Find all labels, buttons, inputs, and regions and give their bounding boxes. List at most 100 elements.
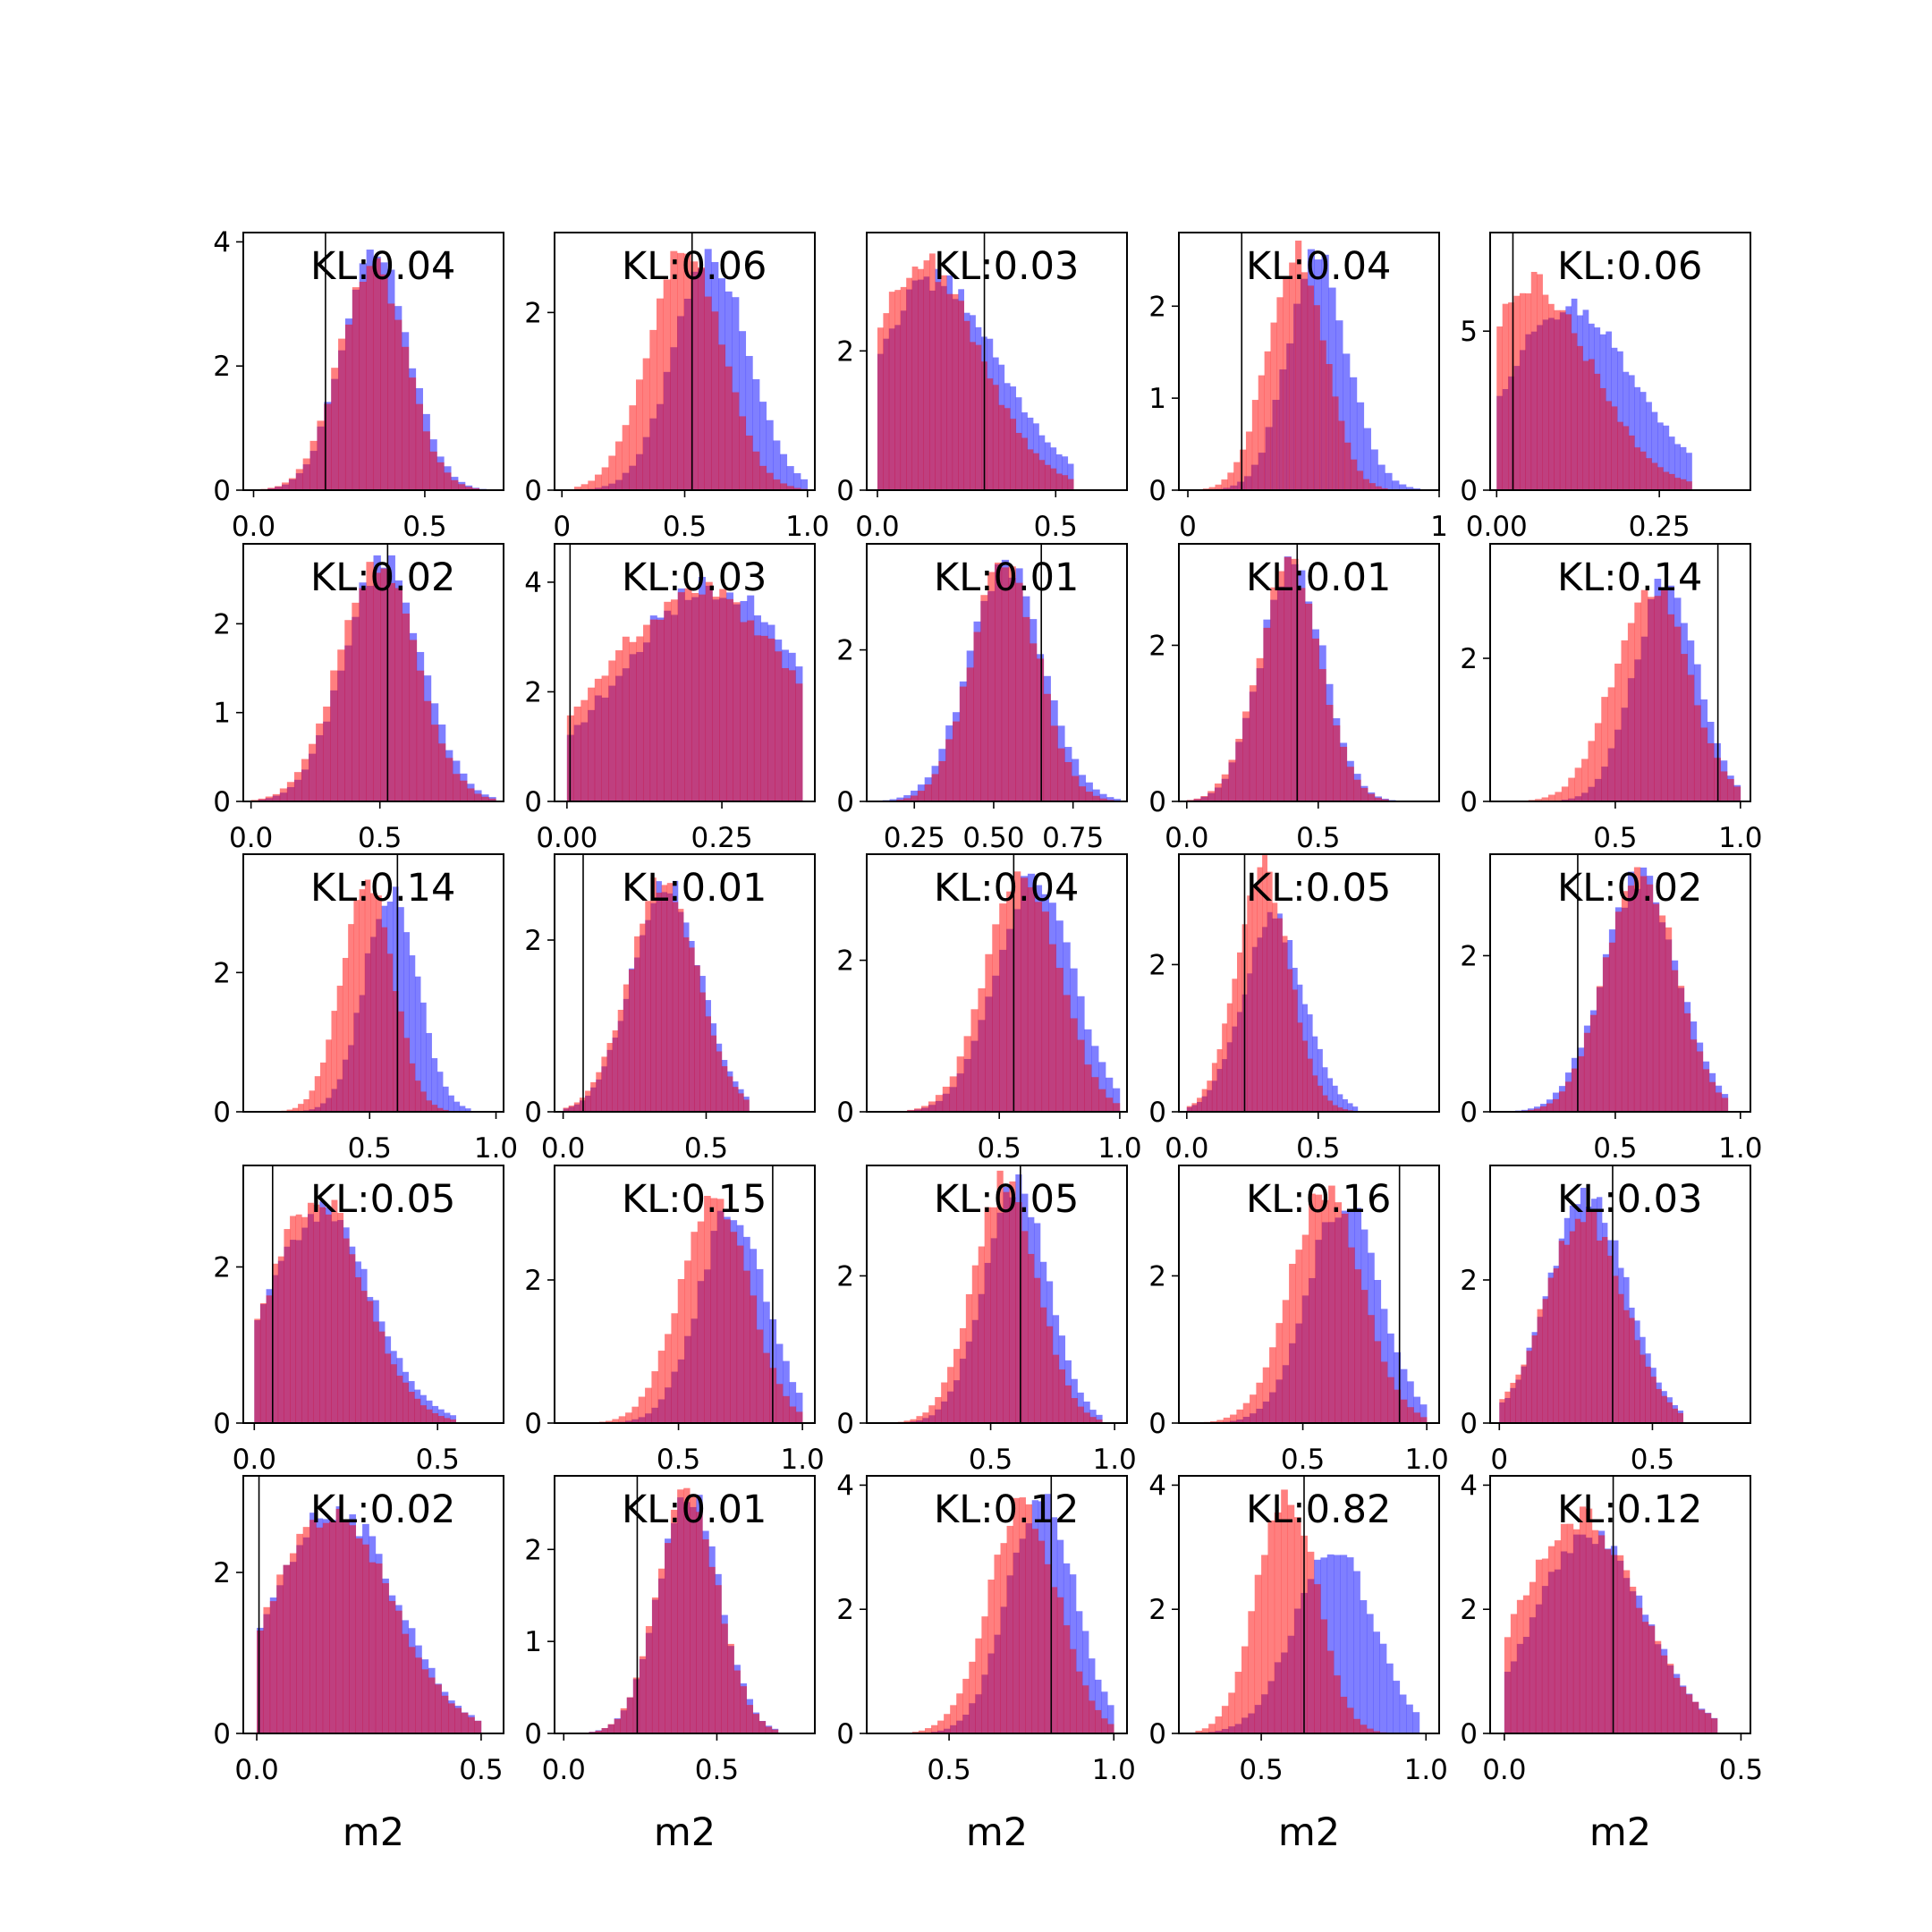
red-histogram-bar: [1530, 271, 1538, 490]
red-histogram-bar: [963, 320, 970, 490]
y-tick-label: 2: [1148, 291, 1166, 323]
red-histogram-bar: [1013, 871, 1021, 1112]
red-histogram-bar: [758, 1721, 767, 1733]
red-histogram-bar: [978, 987, 986, 1112]
blue-histogram-bar: [1360, 1600, 1368, 1733]
red-histogram-bar: [419, 1405, 427, 1423]
red-histogram-bar: [614, 441, 623, 490]
red-histogram-bar: [387, 582, 395, 801]
red-histogram-bar: [402, 1633, 410, 1733]
red-histogram-bar: [1015, 1202, 1022, 1423]
red-histogram-bar: [643, 624, 651, 801]
kl-annotation: KL:0.14: [310, 866, 455, 911]
red-histogram-bar: [331, 1199, 338, 1423]
red-histogram-bar: [1256, 1382, 1264, 1423]
blue-histogram-bar: [1112, 1088, 1121, 1112]
kl-annotation: KL:0.04: [310, 244, 455, 289]
red-histogram-bar: [1681, 654, 1688, 801]
red-histogram-bar: [1015, 582, 1023, 801]
blue-histogram-bar: [1347, 1103, 1353, 1112]
plot-area: [1195, 1476, 1420, 1733]
y-tick-label: 4: [1460, 1470, 1478, 1502]
red-histogram-bar: [1583, 1032, 1591, 1112]
red-histogram-bar: [1292, 989, 1298, 1112]
red-histogram-bar: [649, 329, 657, 490]
red-histogram-bar: [1245, 431, 1253, 490]
blue-histogram-bar: [1419, 1404, 1428, 1423]
red-histogram-bar: [309, 1520, 317, 1733]
blue-histogram-bar: [1393, 1681, 1401, 1733]
red-histogram-bar: [623, 984, 630, 1112]
red-histogram-bar: [360, 1291, 368, 1423]
blue-histogram-bar: [1095, 1679, 1102, 1733]
y-tick-label: 0: [524, 1408, 542, 1440]
red-histogram-bar: [426, 1100, 432, 1112]
red-histogram-bar: [683, 936, 690, 1112]
blue-histogram-bar: [1083, 1401, 1090, 1423]
red-histogram-bar: [1092, 795, 1100, 801]
red-histogram-bar: [1668, 473, 1675, 490]
blue-histogram-bar: [443, 1086, 449, 1112]
subplot-r3-c1: 0 2 0.5 1.0 KL:0.15: [524, 1165, 825, 1476]
kl-annotation: KL:0.05: [1246, 866, 1391, 911]
x-tick-label: 1.0: [1092, 1754, 1136, 1786]
red-histogram-bar: [999, 903, 1007, 1112]
red-histogram-bar: [284, 1229, 291, 1423]
red-histogram-bar: [601, 1056, 607, 1112]
red-histogram-bar: [441, 1695, 449, 1733]
blue-histogram-bar: [780, 453, 788, 490]
red-histogram-bar: [295, 469, 303, 490]
red-histogram-bar: [421, 1669, 429, 1733]
red-histogram-bar: [594, 474, 602, 490]
red-histogram-bar: [444, 472, 452, 490]
plot-area: [1499, 1165, 1683, 1423]
red-histogram-bar: [935, 282, 942, 490]
red-histogram-bar: [1247, 895, 1253, 1112]
red-histogram-bar: [1227, 472, 1234, 490]
red-histogram-bar: [1354, 1269, 1362, 1423]
red-histogram-bar: [1241, 1646, 1249, 1733]
blue-histogram-bar: [420, 1002, 427, 1112]
kl-annotation: KL:0.01: [622, 866, 767, 911]
red-histogram-bar: [690, 1496, 697, 1733]
blue-histogram-bar: [1399, 1694, 1407, 1733]
red-histogram-bar: [259, 1303, 267, 1423]
red-histogram-bar: [325, 1214, 332, 1423]
red-histogram-bar: [1597, 1240, 1603, 1423]
red-histogram-bar: [1076, 1671, 1083, 1733]
red-histogram-bar: [1084, 1064, 1092, 1112]
subplot-r0-c3: 0 1 2 0 1 KL:0.04: [1148, 232, 1448, 543]
red-histogram-bar: [994, 562, 1003, 801]
red-histogram-bar: [1651, 462, 1658, 490]
y-tick-label: 2: [524, 676, 542, 708]
y-tick-label: 0: [1460, 1408, 1478, 1440]
red-histogram-bar: [752, 451, 760, 490]
kl-annotation: KL:0.12: [934, 1487, 1079, 1532]
red-histogram-bar: [398, 1011, 404, 1112]
y-tick-label: 0: [836, 1097, 854, 1129]
red-histogram-bar: [620, 1707, 628, 1733]
red-histogram-bar: [697, 1221, 705, 1423]
y-tick-label: 2: [1460, 940, 1478, 972]
y-tick-label: 2: [1148, 949, 1166, 981]
red-histogram-bar: [481, 796, 489, 801]
blue-histogram-bar: [398, 907, 404, 1112]
red-histogram-bar: [1335, 1202, 1343, 1423]
red-histogram-bar: [1663, 471, 1670, 490]
red-histogram-bar: [1022, 616, 1030, 801]
red-histogram-bar: [753, 635, 761, 801]
red-histogram-bar: [1646, 458, 1652, 490]
red-histogram-bar: [1671, 970, 1679, 1112]
plot-area: [589, 1476, 779, 1733]
red-histogram-bar: [651, 1597, 659, 1733]
blue-histogram-bar: [1089, 1410, 1097, 1423]
red-histogram-bar: [1666, 1664, 1674, 1733]
red-histogram-bar: [1321, 1199, 1329, 1423]
red-histogram-bar: [1072, 775, 1080, 801]
kl-annotation: KL:0.82: [1246, 1487, 1391, 1532]
blue-histogram-bar: [1353, 1571, 1360, 1733]
red-histogram-bar: [1535, 1559, 1543, 1733]
red-histogram-bar: [916, 1416, 923, 1423]
y-tick-label: 2: [836, 635, 854, 667]
axes-frame: [242, 1165, 504, 1424]
